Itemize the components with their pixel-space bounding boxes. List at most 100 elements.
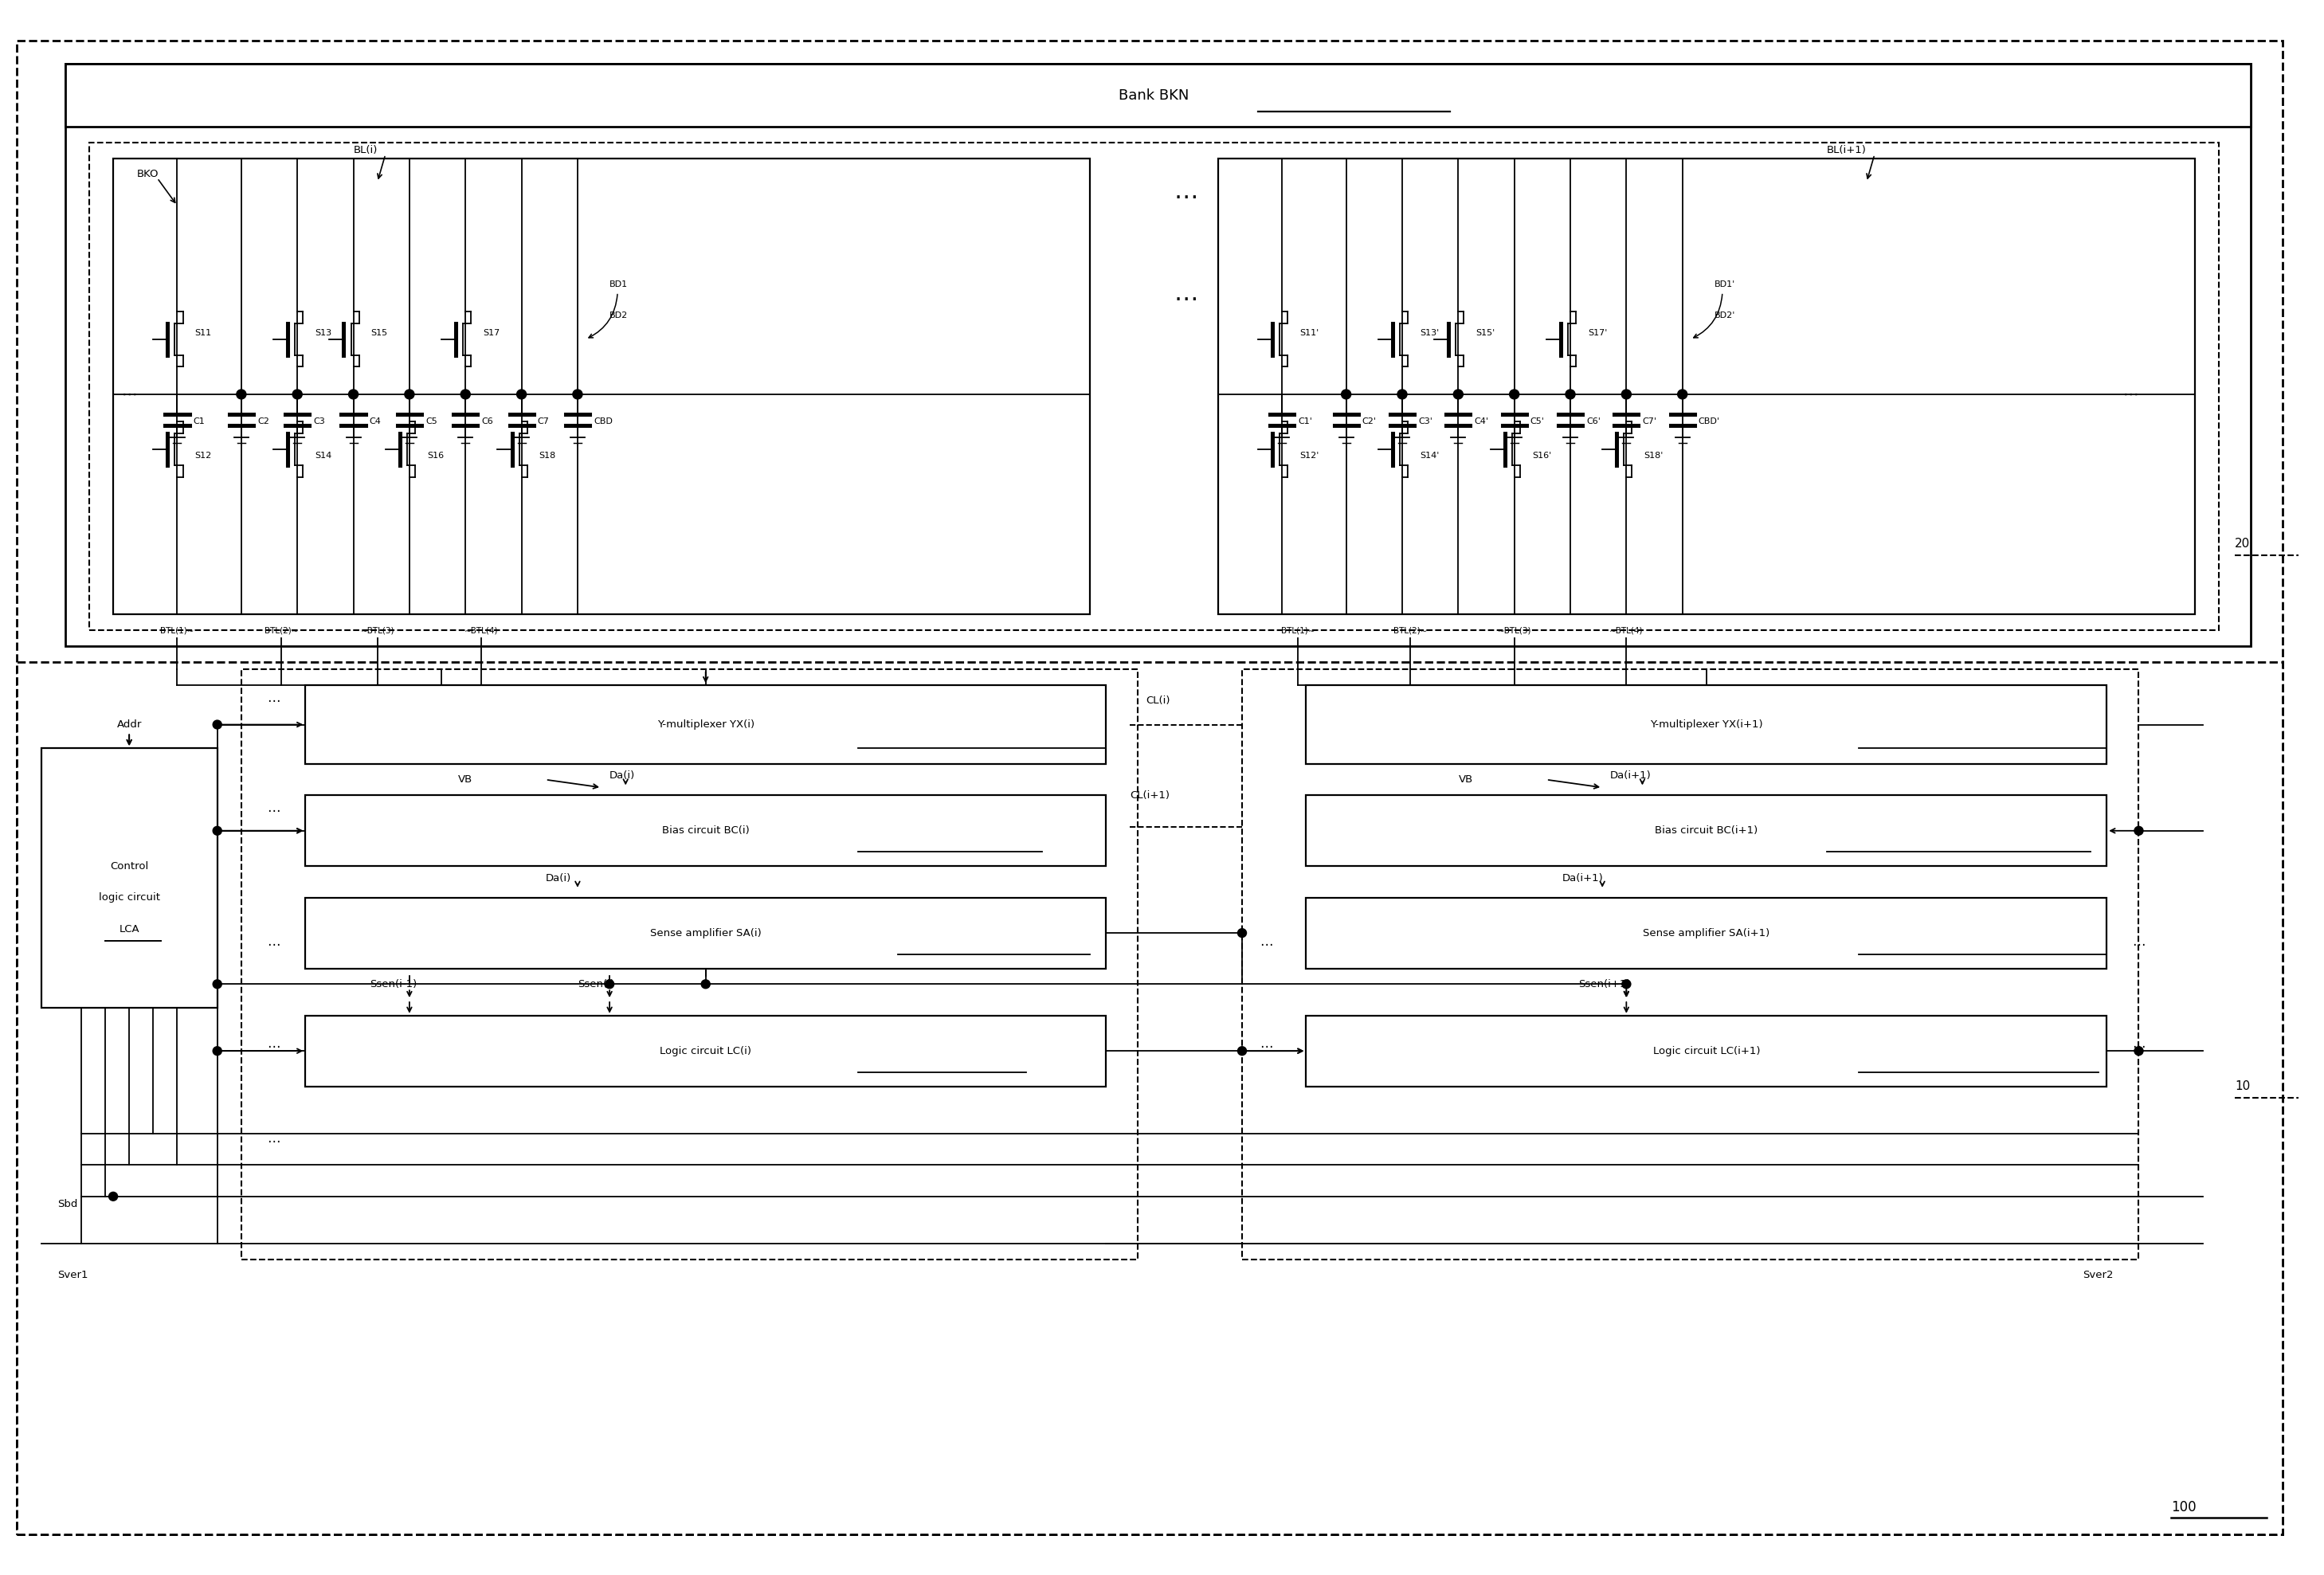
Text: 100: 100 bbox=[2171, 1499, 2196, 1514]
Text: ⋯: ⋯ bbox=[1174, 186, 1199, 209]
Text: C6': C6' bbox=[1587, 417, 1601, 425]
Text: Ssen(i): Ssen(i) bbox=[579, 980, 614, 989]
Text: VB: VB bbox=[1459, 775, 1473, 784]
Text: ⋯: ⋯ bbox=[1260, 1040, 1274, 1054]
Text: S17: S17 bbox=[483, 329, 500, 337]
Text: CL(i+1): CL(i+1) bbox=[1129, 791, 1169, 800]
Text: S13': S13' bbox=[1420, 329, 1439, 337]
Circle shape bbox=[214, 720, 221, 729]
Text: C2': C2' bbox=[1362, 417, 1376, 425]
Text: BTL(2)∼: BTL(2)∼ bbox=[265, 627, 297, 635]
Bar bbox=[16, 661, 2282, 1534]
Text: C7': C7' bbox=[1643, 417, 1657, 425]
Text: S13: S13 bbox=[316, 329, 332, 337]
Circle shape bbox=[349, 389, 358, 398]
Circle shape bbox=[293, 389, 302, 398]
Text: Bias circuit BC(i+1): Bias circuit BC(i+1) bbox=[1655, 825, 1757, 836]
Circle shape bbox=[214, 1047, 221, 1055]
Text: C7: C7 bbox=[537, 417, 548, 425]
Text: CBD: CBD bbox=[593, 417, 614, 425]
Text: ⋯: ⋯ bbox=[267, 1040, 279, 1054]
Text: BTL(1)∼: BTL(1)∼ bbox=[160, 627, 195, 635]
Text: BL(i): BL(i) bbox=[353, 145, 376, 156]
Text: C3': C3' bbox=[1418, 417, 1432, 425]
Text: C2: C2 bbox=[258, 417, 270, 425]
Text: VB: VB bbox=[458, 775, 472, 784]
Text: BD1: BD1 bbox=[609, 280, 627, 288]
Text: ∼BTL(4): ∼BTL(4) bbox=[465, 627, 497, 635]
Text: C1': C1' bbox=[1299, 417, 1313, 425]
Text: Addr: Addr bbox=[116, 720, 142, 729]
Circle shape bbox=[460, 389, 469, 398]
Text: logic circuit: logic circuit bbox=[98, 893, 160, 902]
Text: Da(i+1): Da(i+1) bbox=[1611, 770, 1652, 781]
Circle shape bbox=[604, 980, 614, 989]
Text: C4': C4' bbox=[1473, 417, 1490, 425]
Circle shape bbox=[572, 389, 583, 398]
Text: BD1': BD1' bbox=[1715, 280, 1736, 288]
Text: S18': S18' bbox=[1643, 452, 1664, 460]
Text: ⋯: ⋯ bbox=[121, 387, 137, 402]
Text: Logic circuit LC(i+1): Logic circuit LC(i+1) bbox=[1652, 1046, 1759, 1057]
Circle shape bbox=[2133, 1047, 2143, 1055]
Text: Sver1: Sver1 bbox=[58, 1269, 88, 1280]
Bar bbox=[242, 669, 1139, 1260]
Text: S15': S15' bbox=[1476, 329, 1494, 337]
Text: ⋯: ⋯ bbox=[2131, 1040, 2145, 1054]
Text: Da(i+1): Da(i+1) bbox=[1562, 873, 1604, 884]
Bar bbox=[304, 1016, 1106, 1087]
Text: Sbd: Sbd bbox=[58, 1199, 77, 1210]
Text: CBD': CBD' bbox=[1699, 417, 1720, 425]
Text: S15: S15 bbox=[372, 329, 388, 337]
Text: BD2: BD2 bbox=[609, 312, 627, 320]
Text: Ssen(i+1): Ssen(i+1) bbox=[1578, 980, 1631, 989]
Text: S18: S18 bbox=[539, 452, 555, 460]
Circle shape bbox=[1341, 389, 1350, 398]
Text: C3: C3 bbox=[314, 417, 325, 425]
Text: Da(i): Da(i) bbox=[609, 770, 634, 781]
Circle shape bbox=[1452, 389, 1464, 398]
Text: Logic circuit LC(i): Logic circuit LC(i) bbox=[660, 1046, 751, 1057]
Text: ⋯: ⋯ bbox=[2131, 937, 2145, 951]
Text: 10: 10 bbox=[2236, 1080, 2250, 1093]
Text: ⋯: ⋯ bbox=[1174, 288, 1199, 312]
Text: ⋯: ⋯ bbox=[267, 1134, 279, 1148]
Text: 20: 20 bbox=[2236, 537, 2250, 550]
Text: BD2': BD2' bbox=[1715, 312, 1736, 320]
Text: BTL(2)∼: BTL(2)∼ bbox=[1394, 627, 1427, 635]
Text: S11': S11' bbox=[1299, 329, 1320, 337]
Text: LCA: LCA bbox=[119, 925, 139, 934]
Bar bbox=[65, 65, 2252, 128]
Circle shape bbox=[1239, 1047, 1246, 1055]
Circle shape bbox=[1511, 389, 1520, 398]
Bar bbox=[1306, 795, 2108, 866]
Bar bbox=[1306, 685, 2108, 764]
Text: Sver2: Sver2 bbox=[2082, 1269, 2113, 1280]
Circle shape bbox=[2133, 827, 2143, 835]
Text: BKO: BKO bbox=[137, 169, 158, 180]
Text: S12: S12 bbox=[195, 452, 211, 460]
Circle shape bbox=[1678, 389, 1687, 398]
Text: S12': S12' bbox=[1299, 452, 1320, 460]
Text: Sense amplifier SA(i+1): Sense amplifier SA(i+1) bbox=[1643, 928, 1771, 939]
Text: BL(i+1): BL(i+1) bbox=[1827, 145, 1866, 156]
Bar bbox=[304, 685, 1106, 764]
Text: C1: C1 bbox=[193, 417, 205, 425]
Text: S14: S14 bbox=[316, 452, 332, 460]
Circle shape bbox=[1566, 389, 1576, 398]
Text: C4: C4 bbox=[370, 417, 381, 425]
Bar bbox=[304, 795, 1106, 866]
Text: Control: Control bbox=[109, 862, 149, 871]
Bar bbox=[1218, 159, 2194, 614]
Bar bbox=[1306, 1016, 2108, 1087]
Bar bbox=[42, 748, 216, 1008]
Text: ⋯: ⋯ bbox=[267, 937, 279, 951]
Text: ∼BTL(3): ∼BTL(3) bbox=[360, 627, 395, 635]
Circle shape bbox=[214, 827, 221, 835]
Text: S16: S16 bbox=[428, 452, 444, 460]
Text: ⋯: ⋯ bbox=[267, 695, 279, 709]
Circle shape bbox=[214, 980, 221, 989]
Circle shape bbox=[1239, 929, 1246, 937]
Text: Y-multiplexer YX(i): Y-multiplexer YX(i) bbox=[658, 720, 755, 729]
Text: ⋯: ⋯ bbox=[2124, 387, 2138, 402]
